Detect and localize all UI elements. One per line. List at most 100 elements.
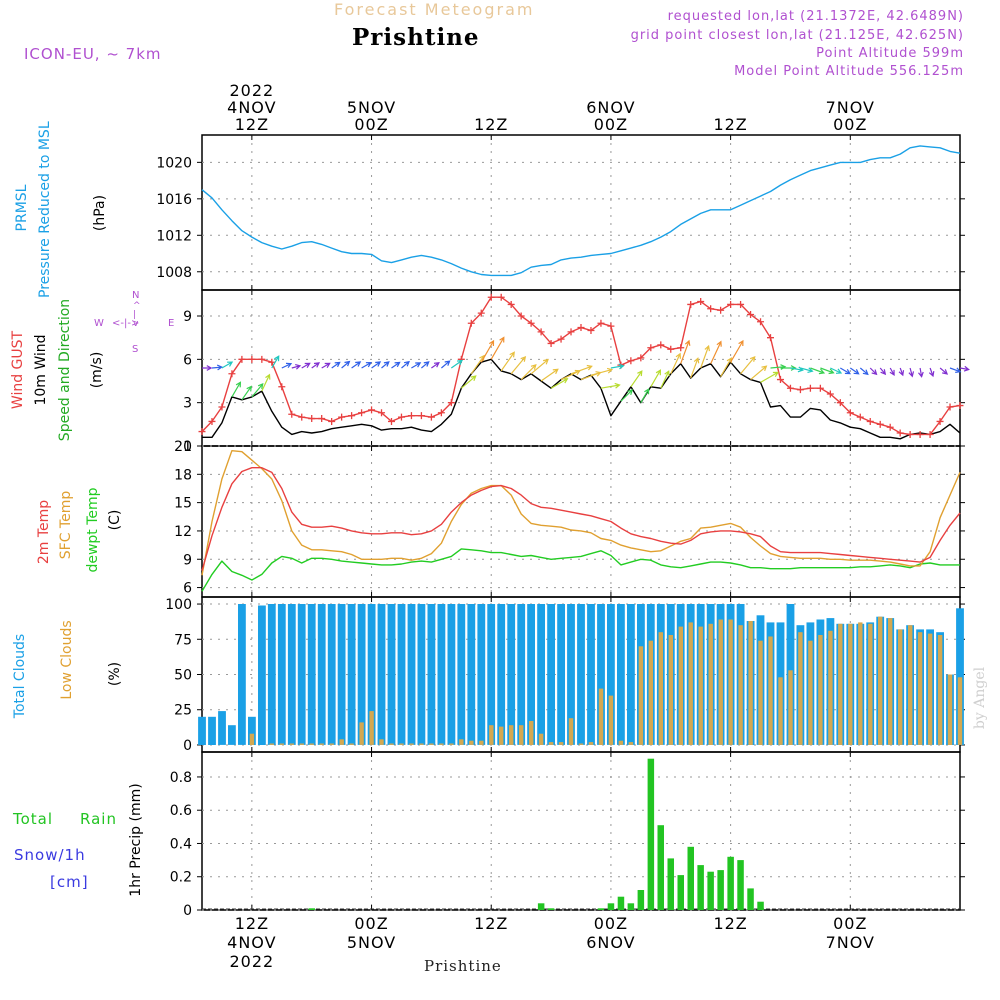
rain-bar: [727, 856, 734, 910]
low-cloud-bar: [578, 743, 584, 745]
rain-bar: [657, 825, 664, 910]
gust-marker: [767, 334, 774, 342]
wind-arrow: [321, 362, 331, 369]
low-cloud-bar: [917, 632, 923, 745]
total-cloud-bar: [277, 604, 286, 745]
low-cloud-bar: [818, 635, 823, 745]
low-cloud-bar: [698, 626, 703, 745]
gust-marker: [876, 420, 884, 428]
total-cloud-bar: [547, 604, 555, 745]
wind-arrow: [341, 360, 351, 369]
wind-arrow: [859, 367, 869, 376]
model-altitude: Model Point Altitude 556.125m: [734, 64, 964, 79]
rain-bar: [607, 903, 615, 910]
total-cloud-bar: [587, 604, 595, 745]
wind-arrow: [520, 364, 537, 381]
gust-marker: [537, 328, 545, 336]
low-cloud-bar: [788, 670, 793, 745]
gust-marker: [647, 344, 655, 352]
panel-frame-pressure: [201, 134, 961, 291]
low-cloud-bar: [469, 740, 474, 745]
gust-marker: [916, 430, 924, 438]
gust-marker: [776, 376, 784, 384]
low-cloud-bar: [658, 632, 663, 745]
wind-arrow: [959, 365, 970, 372]
total-cloud-bar: [956, 608, 964, 745]
wind-arrow: [660, 370, 670, 389]
low-cloud-bar: [927, 633, 933, 745]
wind-arrow: [281, 362, 293, 369]
total-cloud-bar: [557, 604, 565, 745]
y-tick-label: 0: [183, 439, 192, 455]
wind-arrow: [371, 361, 382, 369]
y-tick-label: 100: [165, 597, 192, 613]
total-cloud-bar: [607, 604, 615, 745]
gust-marker: [926, 430, 934, 438]
y-tick-label: 0.8: [170, 770, 192, 786]
time-label-top: 2022: [230, 81, 275, 100]
rain-bar: [597, 908, 605, 910]
y-tick-label: 18: [174, 467, 192, 483]
low-cloud-bar: [898, 629, 903, 745]
panel-frame-temperature: [201, 445, 961, 598]
time-label-bottom: 5NOV: [347, 933, 396, 952]
gust-marker: [248, 355, 256, 363]
gust-marker: [597, 319, 605, 327]
low-cloud-bar: [937, 635, 943, 745]
low-cloud-bar: [848, 623, 853, 745]
panel-frame-wind: [201, 289, 961, 447]
compass-e: E: [168, 318, 175, 329]
gust-marker: [358, 409, 366, 417]
total-cloud-bar: [577, 604, 585, 745]
wind-arrow: [431, 361, 440, 369]
gust-marker: [856, 413, 864, 421]
gust-marker: [946, 403, 954, 411]
gust-marker: [447, 399, 455, 407]
y-tick-label: 1016: [156, 192, 192, 208]
total-cloud-bar: [317, 604, 326, 745]
wind-arrow: [530, 358, 549, 375]
gust-marker: [268, 358, 276, 366]
low-cloud-bar: [538, 733, 544, 745]
low-cloud-bar: [309, 743, 314, 745]
low-cloud-bar: [908, 625, 913, 745]
gust-marker: [846, 409, 854, 417]
low-cloud-bar: [808, 640, 813, 745]
wind-arrow: [271, 355, 280, 369]
low-cloud-bar: [628, 742, 634, 745]
total-cloud-bar: [457, 604, 466, 745]
wind-arrow: [391, 361, 401, 369]
gust-marker: [866, 417, 874, 425]
low-cloud-bar: [668, 635, 673, 745]
total-cloud-bar: [467, 604, 476, 745]
snow-label: Snow/1h: [14, 846, 86, 864]
gust-marker: [218, 403, 226, 411]
wind-arrow: [670, 352, 681, 375]
low-cloud-bar: [838, 623, 843, 745]
time-label-top: 00Z: [354, 115, 388, 134]
low-cloud-bar: [319, 743, 324, 745]
low-cloud-bar: [269, 743, 274, 745]
panel-frame-precip: [201, 751, 961, 911]
low-cloud-bar: [957, 677, 963, 745]
wind-arrow: [610, 363, 625, 370]
gust-marker: [906, 430, 914, 438]
total-cloud-bar: [437, 604, 446, 745]
gust-marker: [567, 328, 575, 336]
gust-marker: [657, 341, 665, 349]
low-cloud-bar: [529, 721, 534, 745]
wind-arrow: [441, 360, 451, 369]
gust-marker: [886, 423, 894, 431]
low-cloud-bar: [548, 742, 554, 745]
gust-marker: [368, 406, 376, 414]
total-cloud-bar: [477, 604, 486, 745]
total-cloud-bar: [367, 604, 376, 745]
low-cloud-bar: [568, 718, 574, 745]
low-cloud-bar: [519, 725, 524, 745]
gust-marker: [826, 390, 834, 398]
wind-arrow: [251, 383, 264, 398]
total-cloud-bar: [527, 604, 535, 745]
y-tick-label: 0.4: [170, 836, 192, 852]
y-tick-label: 6: [183, 352, 192, 368]
wind-arrow: [800, 367, 814, 373]
